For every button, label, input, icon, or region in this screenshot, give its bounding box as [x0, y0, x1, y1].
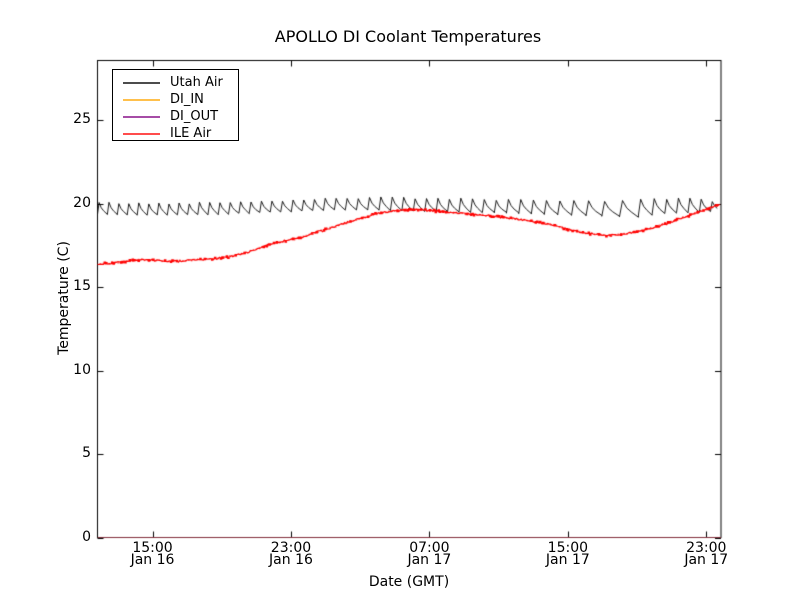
legend-label-ile-air: ILE Air [170, 126, 212, 141]
y-tick-label: 10 [73, 361, 91, 378]
legend-label-di-out: DI_OUT [170, 109, 219, 124]
x-tick-label: 23:00 Jan 17 [684, 540, 729, 568]
x-axis-label: Date (GMT) [368, 574, 450, 590]
legend-line-di-out [123, 115, 160, 118]
y-tick-label: 5 [82, 445, 91, 461]
chart-title: APOLLO DI Coolant Temperatures [274, 27, 542, 46]
legend: Utah Air DI_IN DI_OUT ILE Air [112, 69, 239, 141]
y-tick-label: 0 [82, 528, 91, 545]
x-tick-label: 07:00 Jan 17 [407, 540, 452, 568]
y-tick-label: 25 [73, 111, 91, 127]
legend-item-di-in: DI_IN [113, 91, 238, 108]
legend-item-di-out: DI_OUT [113, 108, 238, 125]
x-tick-label: 15:00 Jan 16 [130, 540, 175, 568]
y-axis-label: Temperature (C) [56, 241, 72, 355]
legend-line-ile-air [123, 132, 160, 135]
x-tick-label: 23:00 Jan 16 [269, 540, 313, 568]
y-tick-label: 15 [73, 278, 91, 294]
legend-item-ile-air: ILE Air [113, 125, 238, 142]
legend-item-utah-air: Utah Air [113, 74, 238, 91]
y-tick-label: 20 [73, 194, 91, 211]
legend-line-utah-air [123, 81, 160, 84]
legend-label-di-in: DI_IN [170, 92, 204, 107]
legend-line-di-in [123, 98, 160, 101]
x-tick-label: 15:00 Jan 17 [545, 540, 590, 568]
legend-label-utah-air: Utah Air [170, 75, 223, 90]
